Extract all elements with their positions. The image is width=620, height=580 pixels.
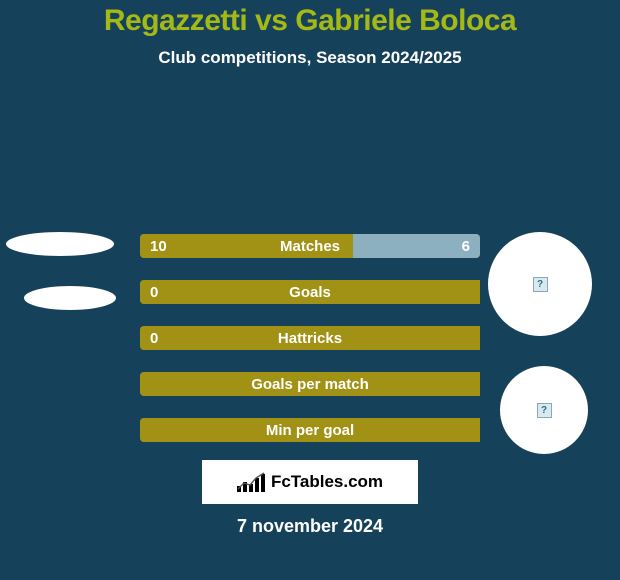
- stat-bar-left-value: 10: [150, 234, 167, 258]
- stat-bar-label: Min per goal: [140, 418, 480, 442]
- stat-bar-right-value: 6: [462, 234, 470, 258]
- placeholder-glyph: ?: [541, 405, 547, 416]
- comparison-infographic: Regazzetti vs Gabriele Boloca Club compe…: [0, 0, 620, 580]
- placeholder-glyph: ?: [537, 279, 543, 290]
- logo-trend-line-icon: [237, 472, 265, 492]
- left-ellipse: [6, 232, 114, 256]
- stat-bar: Goals0: [140, 280, 480, 304]
- stat-bar: Min per goal: [140, 418, 480, 442]
- page-title: Regazzetti vs Gabriele Boloca: [0, 0, 620, 38]
- right-player-circle: ?: [500, 366, 588, 454]
- stat-bar-left-value: 0: [150, 326, 158, 350]
- logo-chart-icon: [237, 472, 265, 492]
- stat-bar-left-value: 0: [150, 280, 158, 304]
- image-placeholder-icon: ?: [533, 277, 548, 292]
- stat-bar-label: Goals per match: [140, 372, 480, 396]
- stat-bar: Hattricks0: [140, 326, 480, 350]
- right-player-circle: ?: [488, 232, 592, 336]
- image-placeholder-icon: ?: [537, 403, 552, 418]
- page-subtitle: Club competitions, Season 2024/2025: [0, 48, 620, 68]
- stat-bars: Matches106Goals0Hattricks0Goals per matc…: [140, 234, 480, 464]
- logo-text: FcTables.com: [271, 472, 383, 492]
- date-label: 7 november 2024: [0, 516, 620, 537]
- stat-bar: Matches10 6: [140, 234, 480, 258]
- left-ellipse: [24, 286, 116, 310]
- fctables-logo: FcTables.com: [202, 460, 418, 504]
- stat-bar: Goals per match: [140, 372, 480, 396]
- stat-bar-label: Hattricks: [140, 326, 480, 350]
- stat-bar-label: Goals: [140, 280, 480, 304]
- stat-bar-label: Matches: [140, 234, 480, 258]
